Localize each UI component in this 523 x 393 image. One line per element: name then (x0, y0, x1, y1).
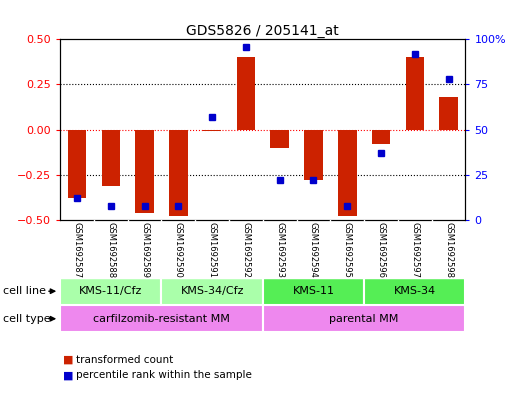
Text: ■: ■ (63, 354, 73, 365)
Bar (169, 130, 188, 217)
Text: GSM1692590: GSM1692590 (174, 222, 183, 278)
Text: GSM1692596: GSM1692596 (377, 222, 385, 278)
Text: KMS-11: KMS-11 (292, 286, 335, 296)
Bar (405, 57, 424, 130)
Text: GSM1692587: GSM1692587 (73, 222, 82, 278)
Text: GSM1692592: GSM1692592 (242, 222, 251, 278)
Bar (60, 305, 263, 332)
Text: carfilzomib-resistant MM: carfilzomib-resistant MM (93, 314, 230, 324)
Text: GSM1692598: GSM1692598 (444, 222, 453, 278)
Text: cell type: cell type (3, 314, 50, 324)
Text: ■: ■ (63, 370, 73, 380)
Bar (162, 278, 263, 305)
Text: KMS-11/Cfz: KMS-11/Cfz (79, 286, 142, 296)
Text: GSM1692589: GSM1692589 (140, 222, 149, 278)
Bar (203, 130, 221, 132)
Text: GSM1692591: GSM1692591 (208, 222, 217, 278)
Text: GSM1692593: GSM1692593 (275, 222, 284, 278)
Bar (304, 130, 323, 180)
Bar (263, 305, 465, 332)
Bar (372, 130, 390, 144)
Bar (338, 130, 357, 217)
Text: percentile rank within the sample: percentile rank within the sample (76, 370, 252, 380)
Bar (60, 278, 162, 305)
Text: KMS-34/Cfz: KMS-34/Cfz (180, 286, 244, 296)
Text: cell line: cell line (3, 286, 46, 296)
Text: GSM1692595: GSM1692595 (343, 222, 352, 278)
Text: GSM1692597: GSM1692597 (411, 222, 419, 278)
Text: GSM1692588: GSM1692588 (106, 222, 115, 278)
Text: transformed count: transformed count (76, 354, 173, 365)
Bar (135, 130, 154, 213)
Bar (439, 97, 458, 130)
Bar (68, 130, 86, 198)
Text: GSM1692594: GSM1692594 (309, 222, 318, 278)
Bar (263, 278, 364, 305)
Bar (364, 278, 465, 305)
Text: KMS-34: KMS-34 (394, 286, 436, 296)
Text: parental MM: parental MM (329, 314, 399, 324)
Bar (270, 130, 289, 148)
Bar (236, 57, 255, 130)
Title: GDS5826 / 205141_at: GDS5826 / 205141_at (186, 24, 339, 38)
Bar (101, 130, 120, 186)
